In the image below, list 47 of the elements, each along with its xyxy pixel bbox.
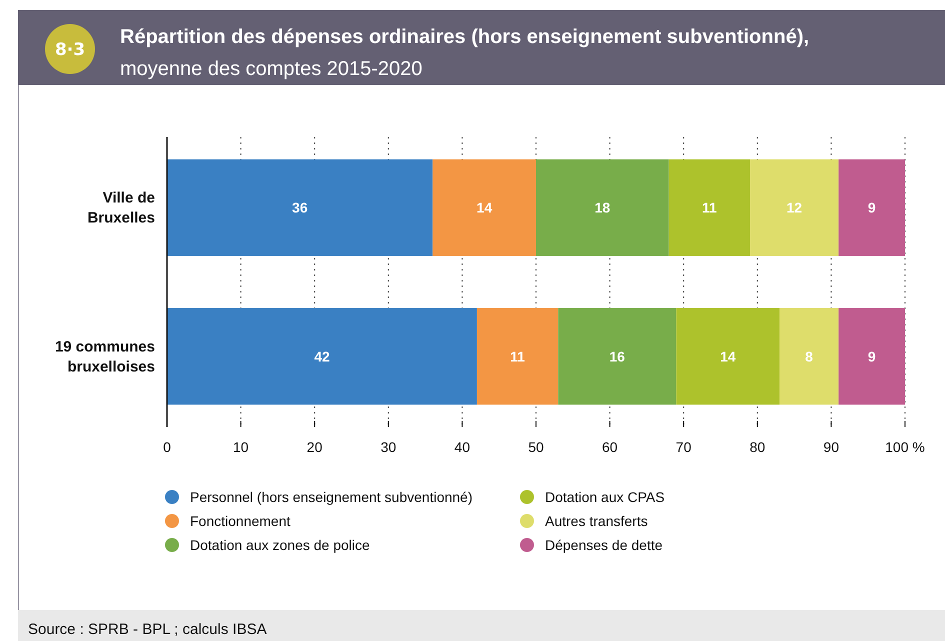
- x-tick-label: 40: [454, 439, 470, 455]
- bar: [676, 308, 780, 405]
- x-tick-label: 80: [750, 439, 766, 455]
- chart-title: Répartition des dépenses ordinaires (hors enseignement subventionné),: [120, 26, 810, 48]
- data-label: 42: [314, 348, 330, 364]
- bar: [780, 308, 839, 405]
- bar: [668, 159, 750, 256]
- y-tick-label: Ville de Bruxelles: [87, 190, 155, 227]
- x-tick-label: 10: [233, 439, 249, 455]
- bar: [167, 159, 433, 256]
- data-label: 11: [702, 200, 718, 216]
- x-tick-label: 20: [306, 439, 323, 455]
- bar: [558, 308, 676, 405]
- data-label: 9: [868, 348, 876, 364]
- x-tick-label: 50: [528, 439, 544, 455]
- x-tick-label: 60: [602, 439, 618, 455]
- data-label: 11: [510, 348, 526, 364]
- bar: [167, 308, 477, 405]
- legend-label: Dotation aux zones de police: [190, 537, 370, 553]
- source-note: Source : SPRB - BPL ; calculs IBSA: [28, 621, 267, 638]
- x-tick-label: 0: [163, 439, 172, 455]
- data-label: 14: [720, 348, 736, 364]
- text: 8·3: [54, 40, 86, 60]
- bar: [838, 159, 905, 256]
- x-tick-label: 70: [676, 439, 692, 455]
- x-tick-label: 100 %: [885, 439, 925, 455]
- data-label: 9: [868, 200, 876, 216]
- data-label: 8: [805, 348, 814, 364]
- bar: [536, 159, 669, 256]
- legend-label: Dépenses de dette: [545, 537, 663, 553]
- x-tick-label: 30: [380, 439, 396, 455]
- legend-label: Personnel (hors enseignement subventionné): [190, 489, 473, 505]
- legend-label: Dotation aux CPAS: [545, 489, 665, 505]
- data-label: 18: [594, 200, 610, 216]
- data-label: 14: [476, 200, 492, 216]
- chart-subtitle: moyenne des comptes 2015-2020: [120, 58, 422, 80]
- data-label: 12: [786, 200, 802, 216]
- bar: [476, 308, 558, 405]
- legend-label: Fonctionnement: [190, 513, 291, 529]
- y-tick-label: 19 communes bruxelloises: [54, 338, 155, 376]
- bar: [432, 159, 536, 256]
- legend-label: Autres transferts: [545, 513, 648, 529]
- bar: [750, 159, 839, 256]
- x-tick-label: 90: [823, 439, 840, 455]
- bar: [838, 308, 905, 405]
- data-label: 36: [292, 200, 308, 216]
- data-label: 16: [609, 348, 626, 364]
